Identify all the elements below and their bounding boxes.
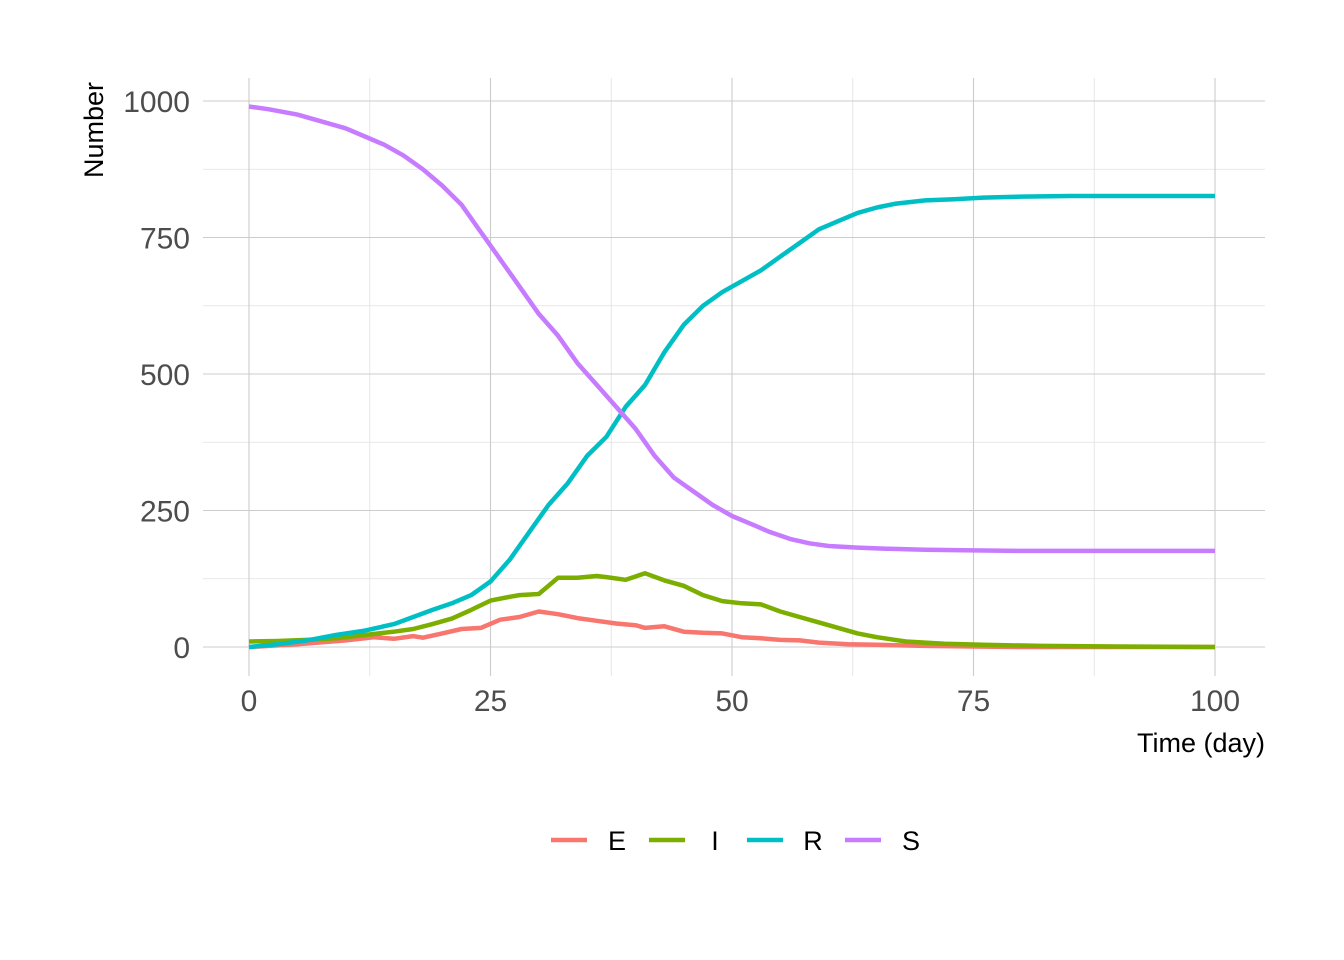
x-tick-label: 75 xyxy=(957,685,990,718)
legend-label-r: R xyxy=(803,826,823,856)
x-axis-ticks: 0 25 50 75 100 xyxy=(241,685,1240,718)
legend-label-s: S xyxy=(902,826,920,856)
y-tick-label: 500 xyxy=(140,359,190,392)
legend-item-s: S xyxy=(845,826,920,856)
legend-item-i: I xyxy=(649,826,719,856)
x-tick-label: 50 xyxy=(715,685,748,718)
legend-label-e: E xyxy=(608,826,626,856)
y-tick-label: 1000 xyxy=(123,86,190,119)
series-line-r xyxy=(248,193,1215,650)
legend-item-e: E xyxy=(551,826,626,856)
y-tick-label: 250 xyxy=(140,496,190,529)
y-tick-label: 0 xyxy=(173,632,190,665)
x-tick-label: 0 xyxy=(241,685,258,718)
grid xyxy=(203,78,1265,676)
series-line-i xyxy=(248,571,1216,650)
y-tick-label: 750 xyxy=(140,223,190,256)
x-tick-label: 100 xyxy=(1190,685,1240,718)
x-axis-title: Time (day) xyxy=(1137,728,1265,758)
legend-label-i: I xyxy=(711,826,719,856)
y-axis-title: Number xyxy=(79,82,109,178)
series-line-e xyxy=(248,609,1215,650)
legend-item-r: R xyxy=(747,826,823,856)
plot-lines xyxy=(248,104,1216,650)
y-axis-ticks: 0 250 500 750 1000 xyxy=(123,86,190,665)
x-tick-label: 25 xyxy=(474,685,507,718)
series-line-s xyxy=(248,104,1215,554)
